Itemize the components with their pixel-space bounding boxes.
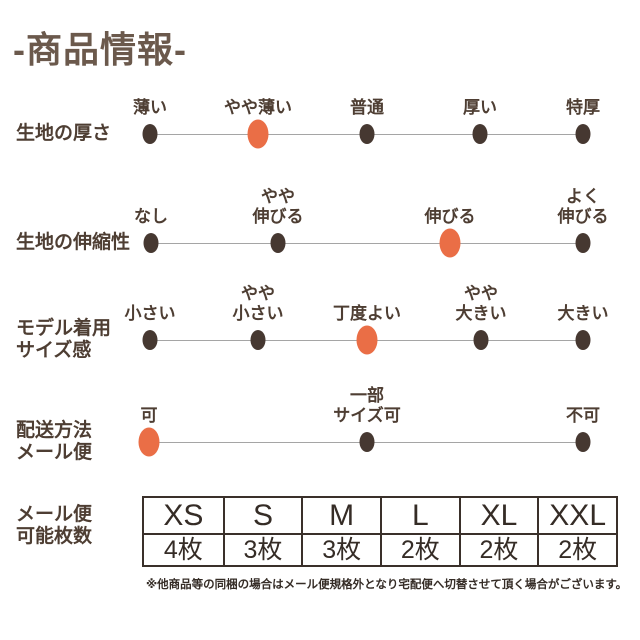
row-label-line: 生地の伸縮性: [16, 232, 131, 253]
scale-row-label-fabric-thickness: 生地の厚さ: [16, 123, 111, 145]
scale-option-label-line: なし: [134, 207, 168, 226]
scale-option-label-line: 普通: [350, 98, 384, 117]
page-title: -商品情報-: [13, 29, 187, 70]
scale-option-label: なし: [134, 207, 168, 227]
scale-dot: [472, 124, 488, 144]
scale-option-label: 丁度よい: [333, 304, 401, 324]
scale-option-label: やや薄い: [224, 98, 292, 118]
size-value-cell: 3枚: [301, 533, 380, 565]
size-header-cell: XS: [163, 499, 204, 532]
scale-dot: [270, 233, 286, 253]
row-label-line: メール便: [16, 504, 93, 525]
scale-option-label: 大きい: [558, 304, 609, 324]
size-header-cell: L: [379, 498, 459, 533]
scale-option-label: 可: [141, 406, 158, 426]
scale-dot-selected: [138, 427, 160, 457]
scale-option-label-line: サイズ可: [333, 406, 401, 425]
scale-dot: [575, 432, 591, 452]
scale-line-fabric-stretch: [151, 243, 583, 244]
scale-option-label-line: 大きい: [557, 304, 609, 323]
row-label-line: モデル着用: [16, 318, 112, 339]
scale-option-label-line: やや: [261, 187, 295, 206]
scale-dot: [473, 330, 489, 350]
scale-dot: [575, 233, 591, 253]
row-label-line: 生地の厚さ: [16, 123, 112, 144]
scale-dot: [359, 432, 375, 452]
mail-capacity-table: XS S M L XL XXL 4枚 3枚 3枚 2枚 2枚 2枚: [142, 496, 618, 567]
scale-option-label-line: よく: [566, 187, 600, 206]
footnote: ※他商品等の同梱の場合はメール便規格外となり宅配便へ切替させて頂く場合がございま…: [146, 579, 628, 591]
scale-option-label-line: 厚い: [463, 98, 497, 117]
scale-dot: [142, 330, 158, 350]
scale-dot-selected: [247, 119, 269, 149]
scale-dot: [250, 330, 266, 350]
scale-dot: [575, 330, 591, 350]
size-value-cell: 2枚: [379, 533, 459, 565]
scale-option-label-line: 伸びる: [424, 207, 476, 226]
scale-option-label: 伸びる: [425, 207, 476, 227]
size-value-cell: 2枚: [537, 533, 616, 565]
scale-option-label-line: やや薄い: [224, 98, 292, 117]
scale-option-label-line: 小さい: [124, 304, 176, 323]
row-label-line: サイズ感: [16, 340, 92, 361]
size-value-cell: 2枚: [458, 533, 538, 565]
size-header-cell: M: [301, 498, 380, 533]
scale-option-label: よく 伸びる: [558, 187, 609, 227]
scale-row-label-model-size-fit: モデル着用 サイズ感: [16, 318, 111, 362]
scale-row-label-mail-delivery: 配送方法 メール便: [16, 420, 92, 464]
scale-option-label-line: 薄い: [133, 98, 167, 117]
size-table-header-row: XS S M L XL XXL: [144, 498, 616, 533]
size-value-cell: 3枚: [222, 533, 302, 565]
scale-option-label: 厚い: [463, 98, 497, 118]
row-label-line: 配送方法: [16, 420, 93, 441]
scale-option-label: やや 大きい: [456, 284, 507, 324]
scale-dot-selected: [439, 228, 461, 258]
scale-option-label-line: 可: [140, 406, 158, 425]
scale-option-label: 一部 サイズ可: [333, 386, 401, 426]
scale-option-label-line: 不可: [566, 406, 600, 425]
scale-option-label-line: 伸びる: [252, 207, 304, 226]
scale-option-label-line: 大きい: [455, 304, 507, 323]
scale-dot-selected: [356, 325, 378, 355]
scale-option-label: 不可: [566, 406, 600, 426]
scale-option-label: やや 伸びる: [253, 187, 304, 227]
scale-option-label: 小さい: [125, 304, 176, 324]
scale-option-label-line: 特厚: [566, 98, 600, 117]
scale-option-label-line: 丁度よい: [333, 304, 401, 323]
scale-option-label: 普通: [350, 98, 384, 118]
scale-option-label-line: 伸びる: [557, 207, 609, 226]
scale-option-label: 薄い: [133, 98, 167, 118]
scale-option-label-line: やや: [464, 284, 498, 303]
scale-dot: [142, 124, 158, 144]
size-header-cell: S: [222, 498, 302, 533]
size-header-cell: XXL: [537, 498, 616, 533]
scale-option-label: 特厚: [566, 98, 600, 118]
scale-option-label-line: 小さい: [232, 304, 284, 323]
scale-dot: [359, 124, 375, 144]
table-row-label: メール便 可能枚数: [16, 504, 92, 548]
scale-dot: [143, 233, 159, 253]
scale-option-label: やや 小さい: [233, 284, 284, 324]
scale-row-label-fabric-stretch: 生地の伸縮性: [16, 232, 130, 254]
row-label-line: メール便: [16, 442, 93, 463]
size-value-cell: 4枚: [144, 533, 223, 565]
scale-option-label-line: やや: [241, 284, 275, 303]
size-header-cell: XL: [458, 498, 538, 533]
row-label-line: 可能枚数: [16, 526, 93, 547]
scale-dot: [575, 124, 591, 144]
size-table-value-row: 4枚 3枚 3枚 2枚 2枚 2枚: [144, 533, 616, 565]
scale-option-label-line: 一部: [350, 386, 384, 405]
